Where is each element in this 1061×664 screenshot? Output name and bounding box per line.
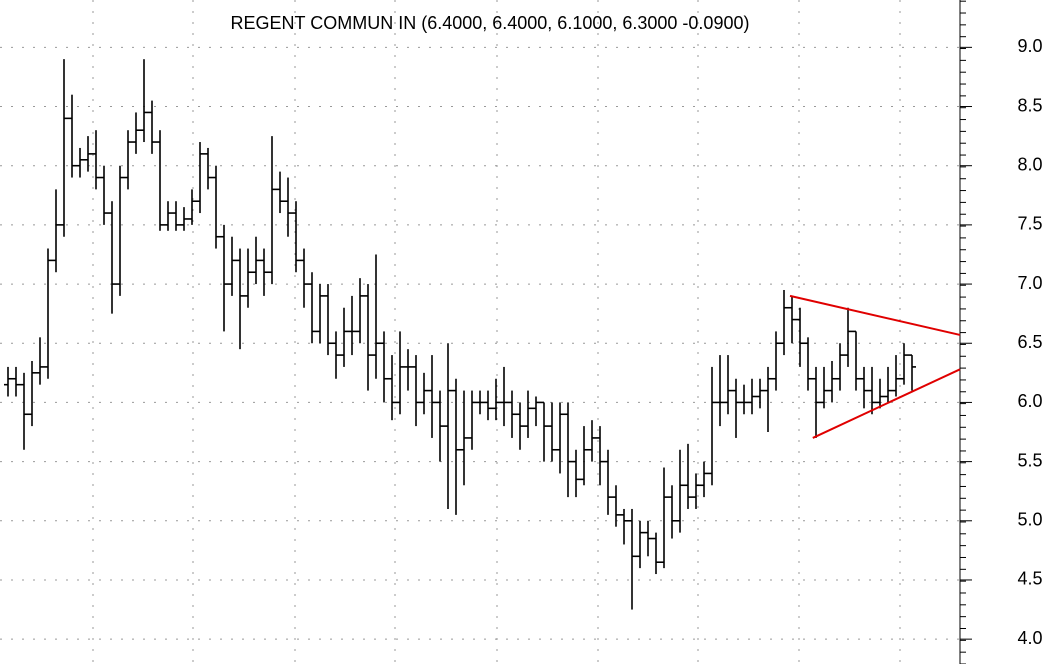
trendline — [812, 368, 961, 439]
y-tick-label: 5.0 — [1017, 510, 1042, 530]
y-tick-label: 9.0 — [1017, 36, 1042, 56]
y-tick-label: 8.5 — [1017, 95, 1042, 115]
y-tick-label: 8.0 — [1017, 154, 1042, 174]
chart-subtitle: REGENT COMMUN IN (6.4000, 6.4000, 6.1000… — [231, 13, 750, 33]
y-tick-label: 4.5 — [1017, 569, 1042, 589]
trendline — [789, 294, 961, 336]
y-tick-label: 7.0 — [1017, 273, 1042, 293]
y-tick-label: 4.0 — [1017, 628, 1042, 648]
y-tick-label: 6.0 — [1017, 391, 1042, 411]
y-tick-label: 6.5 — [1017, 332, 1042, 352]
y-tick-label: 7.5 — [1017, 214, 1042, 234]
y-tick-label: 5.5 — [1017, 450, 1042, 470]
